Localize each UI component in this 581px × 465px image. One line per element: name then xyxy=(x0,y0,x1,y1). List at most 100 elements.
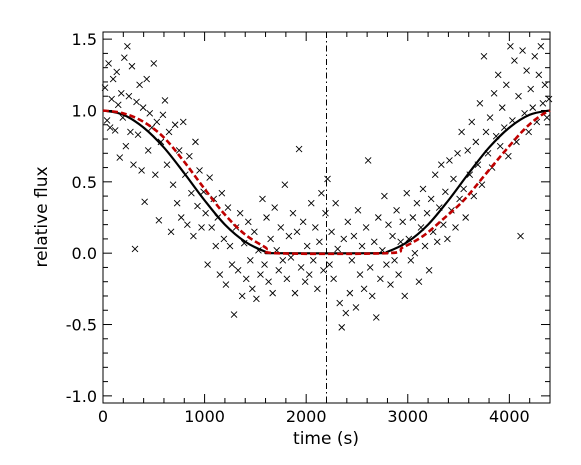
data-point-marker xyxy=(490,90,498,97)
data-point-marker xyxy=(543,114,551,121)
data-point-marker xyxy=(171,121,179,129)
data-point-marker xyxy=(157,138,165,146)
data-point-marker xyxy=(539,100,547,107)
data-point-marker xyxy=(253,295,260,303)
data-point-marker xyxy=(299,218,307,226)
data-point-marker xyxy=(452,224,459,231)
data-point-marker xyxy=(192,138,199,146)
data-point-marker xyxy=(226,242,234,250)
data-point-marker xyxy=(377,275,384,283)
data-point-marker xyxy=(478,181,486,188)
data-point-marker xyxy=(423,209,431,217)
data-point-marker xyxy=(249,285,256,293)
data-point-marker xyxy=(309,256,317,264)
data-point-marker xyxy=(196,167,203,174)
data-point-marker xyxy=(117,90,125,97)
data-point-marker xyxy=(121,54,128,62)
data-point-marker xyxy=(368,292,376,300)
data-point-marker xyxy=(263,214,270,221)
data-point-marker xyxy=(228,261,236,268)
data-point-marker xyxy=(279,256,287,264)
data-point-marker xyxy=(399,218,407,226)
data-point-marker xyxy=(212,242,220,250)
data-point-marker xyxy=(450,175,457,183)
data-point-marker xyxy=(393,207,400,214)
data-point-marker xyxy=(155,217,163,224)
data-point-marker xyxy=(307,199,315,207)
data-point-marker xyxy=(133,98,140,106)
data-point-marker xyxy=(224,204,232,211)
data-point-marker xyxy=(281,181,289,188)
data-point-marker xyxy=(261,261,268,268)
data-point-marker xyxy=(167,228,175,236)
data-point-marker xyxy=(383,261,390,268)
data-point-marker xyxy=(440,221,447,228)
data-point-marker xyxy=(242,275,250,283)
data-point-marker xyxy=(480,52,488,60)
data-point-marker xyxy=(395,271,402,278)
data-point-marker xyxy=(494,71,502,79)
data-point-marker xyxy=(125,92,133,100)
data-point-marker xyxy=(511,57,518,64)
data-point-marker xyxy=(177,214,185,221)
data-point-marker xyxy=(206,174,213,181)
data-point-marker xyxy=(381,192,388,200)
data-point-marker xyxy=(407,256,415,264)
data-point-marker xyxy=(314,285,321,293)
data-point-marker xyxy=(470,192,478,200)
data-point-marker xyxy=(419,185,427,193)
data-point-marker xyxy=(283,275,291,283)
data-point-marker xyxy=(446,157,453,164)
data-point-marker xyxy=(173,199,181,207)
data-point-marker xyxy=(134,131,142,139)
data-point-marker xyxy=(338,324,346,331)
data-point-marker xyxy=(387,281,394,288)
x-tick-label: 2000 xyxy=(286,407,327,426)
data-point-marker xyxy=(305,271,313,278)
data-point-marker xyxy=(529,104,537,111)
y-tick-label: -1.0 xyxy=(66,387,97,406)
data-point-marker xyxy=(130,161,137,169)
data-point-marker xyxy=(326,261,333,268)
data-point-marker xyxy=(244,218,252,226)
data-point-marker xyxy=(458,128,465,136)
data-point-marker xyxy=(138,167,145,174)
data-point-marker xyxy=(342,309,350,317)
data-point-marker xyxy=(144,147,152,154)
data-point-marker xyxy=(216,271,224,278)
data-point-marker xyxy=(259,195,266,203)
y-tick-label: 1.0 xyxy=(72,101,97,120)
x-tick-label: 0 xyxy=(98,407,108,426)
data-point-marker xyxy=(267,235,274,243)
data-point-marker xyxy=(515,92,522,100)
data-point-marker xyxy=(502,81,510,89)
data-point-marker xyxy=(411,249,419,257)
data-point-marker xyxy=(285,232,293,240)
data-point-marker xyxy=(184,221,191,228)
data-point-marker xyxy=(330,275,337,283)
data-point-marker xyxy=(114,101,122,109)
data-point-marker xyxy=(109,75,117,83)
data-point-marker xyxy=(275,266,283,274)
tick-labels: 0 1000 2000 3000 4000 -1.0 -0.5 0.0 0.5 1.0 1.5 xyxy=(66,30,530,426)
data-point-marker xyxy=(545,95,553,103)
data-point-marker xyxy=(136,81,143,89)
data-point-marker xyxy=(291,289,299,297)
data-point-marker xyxy=(519,47,526,54)
data-point-marker xyxy=(362,224,370,231)
data-point-marker xyxy=(194,202,201,210)
data-point-marker xyxy=(527,85,535,93)
data-point-marker xyxy=(179,118,187,126)
data-point-marker xyxy=(152,171,159,179)
data-point-marker xyxy=(356,271,364,278)
data-point-marker xyxy=(372,314,380,321)
data-point-marker xyxy=(318,189,325,197)
data-point-marker xyxy=(431,171,439,179)
data-point-marker xyxy=(525,128,532,136)
data-point-marker xyxy=(340,235,348,243)
data-point-marker xyxy=(482,128,490,136)
y-axis-label: relative flux xyxy=(32,166,52,267)
data-point-marker xyxy=(289,209,297,217)
data-point-marker xyxy=(336,299,344,307)
